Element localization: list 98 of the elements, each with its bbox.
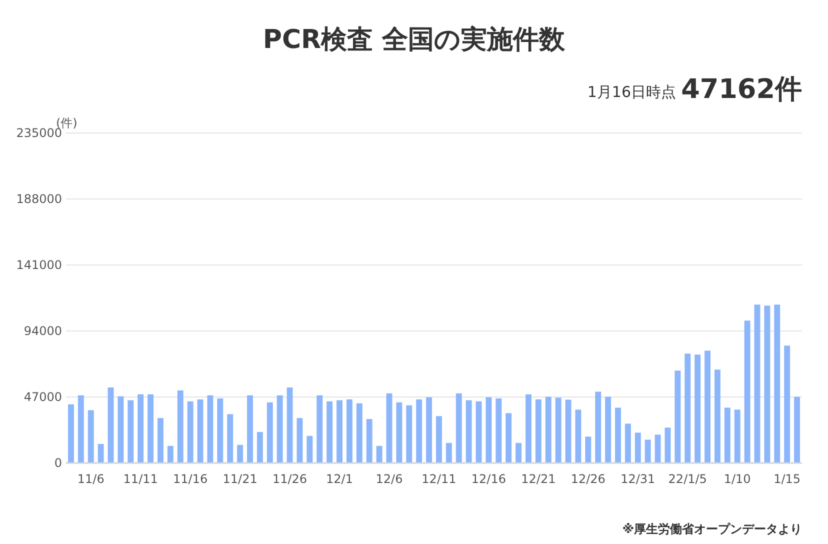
bar (436, 416, 442, 463)
x-tick-label: 22/1/5 (668, 472, 707, 486)
bar (406, 405, 412, 463)
bar (286, 387, 293, 463)
bar (227, 414, 234, 463)
bar (506, 413, 512, 463)
bar (266, 402, 273, 463)
bar (545, 396, 552, 463)
bar (615, 408, 621, 463)
bar (167, 446, 174, 463)
bar (516, 442, 522, 463)
x-tick-label: 12/16 (471, 472, 506, 486)
bar (296, 418, 303, 463)
x-tick-label: 12/11 (422, 472, 456, 486)
bar (346, 399, 352, 463)
bar (694, 354, 701, 463)
bar (496, 398, 502, 463)
bar (744, 320, 750, 463)
bar (605, 396, 612, 463)
bar (386, 393, 392, 463)
bar (336, 400, 342, 463)
x-tick-label: 11/11 (123, 472, 158, 486)
bar (575, 410, 582, 463)
y-tick-label: 94000 (24, 324, 62, 338)
y-tick-label: 141000 (16, 258, 62, 272)
bar (396, 402, 402, 463)
bar (644, 440, 651, 463)
bar (674, 370, 681, 463)
bar (754, 304, 760, 463)
x-tick-label: 11/26 (272, 472, 308, 486)
bar (476, 401, 482, 463)
bar (68, 404, 74, 463)
bar (784, 346, 790, 463)
bar (177, 390, 184, 463)
bar (555, 398, 562, 463)
bar (247, 395, 253, 463)
bar (108, 387, 114, 463)
x-tick-label: 12/26 (570, 472, 606, 486)
bar (446, 442, 452, 463)
bar (664, 428, 671, 463)
bar (585, 436, 592, 463)
bar (654, 434, 661, 463)
bar (237, 444, 244, 463)
bar (426, 397, 432, 463)
bar (98, 444, 104, 463)
x-tick-label: 1/10 (724, 472, 751, 486)
bar (366, 419, 372, 463)
bar (78, 395, 84, 463)
bar (565, 400, 572, 463)
x-tick-label: 11/21 (222, 472, 258, 486)
bar (774, 304, 780, 463)
bar (466, 400, 472, 463)
text: 47162件 (681, 74, 802, 105)
bar (197, 399, 204, 463)
bar (535, 399, 542, 463)
chart-title: PCR検査 全国の実施件数 (262, 25, 566, 55)
bar (734, 410, 740, 463)
y-tick-label: 188000 (16, 192, 62, 206)
bar (704, 350, 710, 463)
bar (794, 396, 800, 463)
x-tick-label: 11/6 (77, 472, 104, 486)
bar (714, 370, 720, 463)
bar (416, 399, 422, 463)
bar (138, 394, 144, 463)
bar (356, 403, 362, 463)
x-tick-label: 12/1 (326, 472, 353, 486)
x-tick-label: 11/16 (173, 472, 208, 486)
bar (634, 432, 641, 463)
bar (118, 396, 124, 463)
bar (624, 424, 631, 463)
bar (88, 410, 94, 463)
bar (187, 401, 194, 463)
bar (326, 401, 333, 463)
text: 1月16日時点 (587, 83, 676, 101)
bar (128, 400, 134, 463)
bar (724, 408, 730, 463)
bar (486, 397, 492, 463)
bar (148, 394, 154, 463)
bar (158, 418, 164, 463)
bar (456, 393, 462, 463)
bar (276, 395, 283, 463)
x-tick-label: 12/6 (376, 472, 403, 486)
bar (256, 432, 263, 463)
x-tick-label: 12/21 (521, 472, 556, 486)
x-tick-label: 12/31 (620, 472, 656, 486)
bar (207, 395, 214, 463)
bar (684, 354, 691, 463)
y-tick-label: 0 (54, 456, 62, 470)
y-tick-label: 47000 (24, 390, 62, 404)
bar (306, 436, 313, 463)
bar (526, 394, 532, 463)
bar (764, 306, 770, 463)
x-tick-label: 1/15 (774, 472, 801, 486)
bar (217, 398, 224, 463)
text: ※厚生労働省オープンデータより (622, 522, 802, 536)
bar (316, 395, 323, 463)
bar (376, 446, 382, 463)
bar (595, 392, 602, 463)
